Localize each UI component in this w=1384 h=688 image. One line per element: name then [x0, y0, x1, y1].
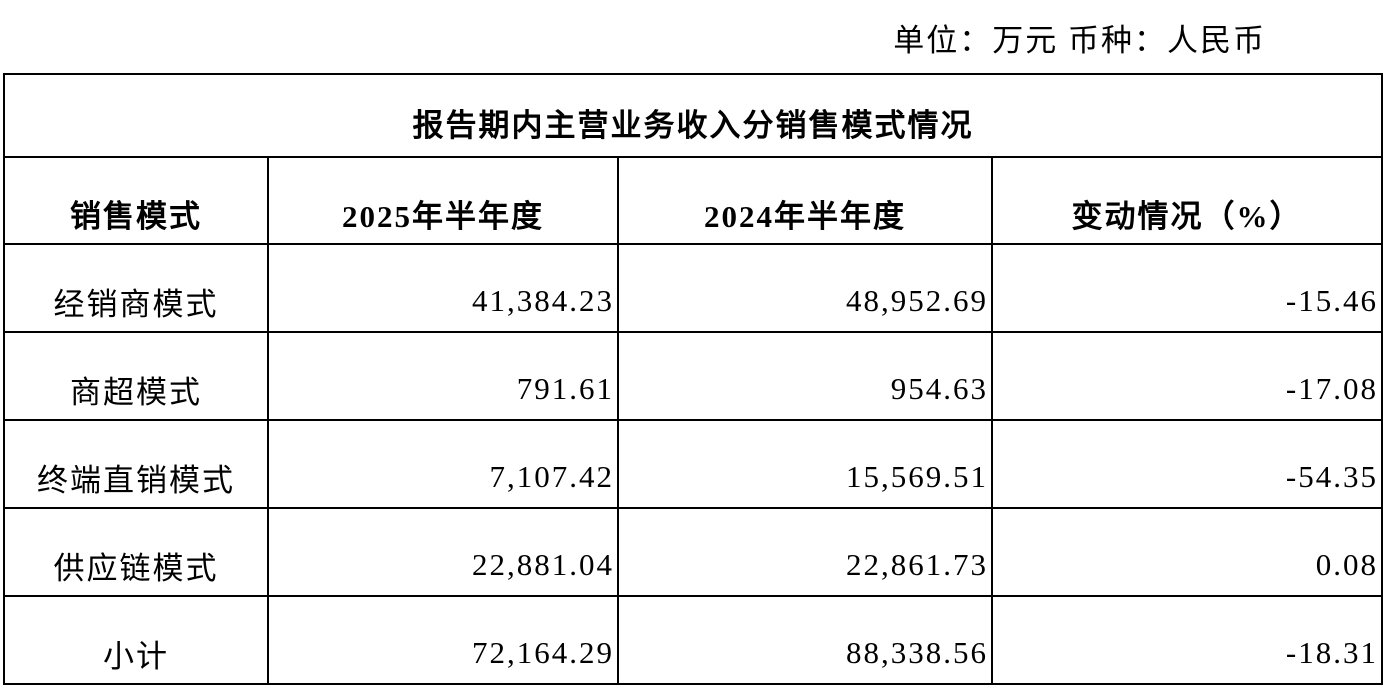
value-2025-cell: 7,107.42	[267, 419, 619, 509]
table-title: 报告期内主营业务收入分销售模式情况	[3, 73, 1383, 158]
value-2025-cell: 22,881.04	[267, 507, 619, 597]
col-header-2024-half-year: 2024年半年度	[617, 156, 993, 245]
value-2025-cell: 72,164.29	[267, 595, 619, 685]
change-cell: 0.08	[991, 507, 1383, 597]
value-2024-cell: 48,952.69	[617, 243, 993, 333]
table-row-supermarket: 商超模式 791.61 954.63 -17.08	[3, 331, 1383, 421]
sales-mode-cell: 终端直销模式	[3, 419, 269, 509]
col-header-change-percent: 变动情况（%）	[991, 156, 1383, 245]
table-row-terminal-direct: 终端直销模式 7,107.42 15,569.51 -54.35	[3, 419, 1383, 509]
value-2025-cell: 791.61	[267, 331, 619, 421]
unit-currency-caption: 单位：万元 币种：人民币	[893, 23, 1266, 58]
table-header-row: 销售模式 2025年半年度 2024年半年度 变动情况（%）	[3, 156, 1383, 245]
col-header-2025-half-year: 2025年半年度	[267, 156, 619, 245]
value-2024-cell: 954.63	[617, 331, 993, 421]
value-2024-cell: 88,338.56	[617, 595, 993, 685]
sales-mode-revenue-table: 报告期内主营业务收入分销售模式情况 销售模式 2025年半年度 2024年半年度…	[3, 73, 1383, 685]
value-2025-cell: 41,384.23	[267, 243, 619, 333]
table-title-row: 报告期内主营业务收入分销售模式情况	[3, 73, 1383, 158]
change-cell: -18.31	[991, 595, 1383, 685]
sales-mode-cell: 供应链模式	[3, 507, 269, 597]
table-row-subtotal: 小计 72,164.29 88,338.56 -18.31	[3, 595, 1383, 685]
col-header-sales-mode: 销售模式	[3, 156, 269, 245]
change-cell: -15.46	[991, 243, 1383, 333]
sales-mode-cell: 商超模式	[3, 331, 269, 421]
value-2024-cell: 22,861.73	[617, 507, 993, 597]
change-cell: -54.35	[991, 419, 1383, 509]
sales-mode-cell: 小计	[3, 595, 269, 685]
sales-mode-cell: 经销商模式	[3, 243, 269, 333]
table-row-distributor: 经销商模式 41,384.23 48,952.69 -15.46	[3, 243, 1383, 333]
table-row-supply-chain: 供应链模式 22,881.04 22,861.73 0.08	[3, 507, 1383, 597]
value-2024-cell: 15,569.51	[617, 419, 993, 509]
change-cell: -17.08	[991, 331, 1383, 421]
